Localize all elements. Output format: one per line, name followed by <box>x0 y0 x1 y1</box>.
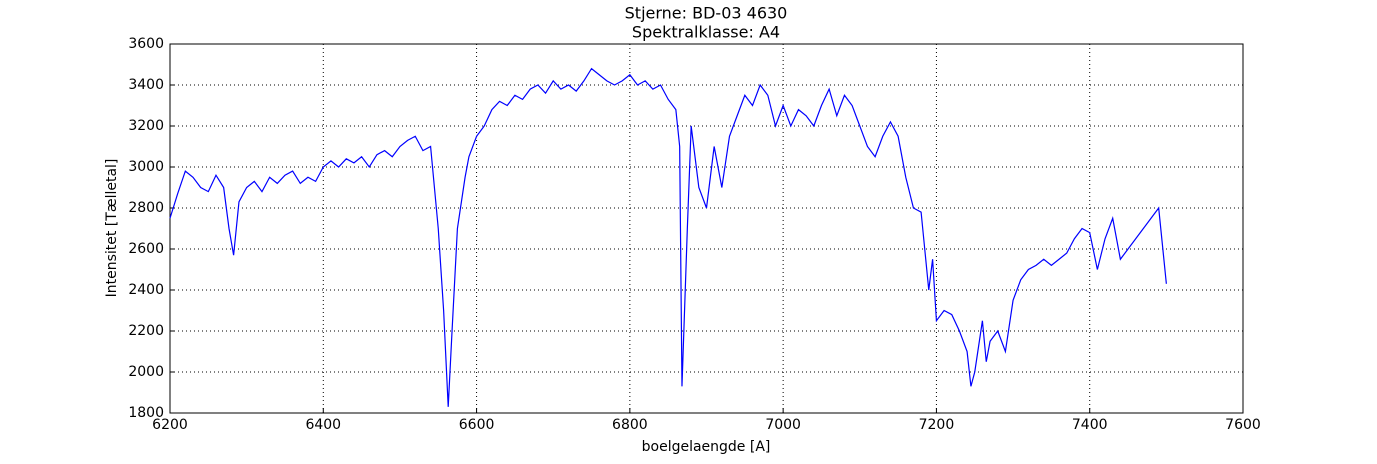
x-tick-label: 6800 <box>612 417 648 433</box>
x-tick-label: 7200 <box>919 417 955 433</box>
y-tick-label: 1800 <box>128 405 164 421</box>
x-axis-label: boelgelaengde [A] <box>642 439 771 455</box>
spectrum-line <box>169 67 1167 407</box>
y-tick-label: 2800 <box>128 200 164 216</box>
y-tick-label: 2200 <box>128 323 164 339</box>
x-tick-label: 7000 <box>765 417 801 433</box>
chart-subtitle: Spektralklasse: A4 <box>632 23 780 42</box>
x-tick-label: 7400 <box>1072 417 1108 433</box>
y-tick-label: 2600 <box>128 241 164 257</box>
x-tick-label: 6200 <box>152 417 188 433</box>
y-tick-label: 2400 <box>128 282 164 298</box>
y-tick-label: 2000 <box>128 364 164 380</box>
y-tick-label: 3400 <box>128 77 164 93</box>
y-tick-label: 3000 <box>128 159 164 175</box>
y-tick-label: 3200 <box>128 118 164 134</box>
x-tick-label: 6600 <box>459 417 495 433</box>
plot-frame <box>169 43 1244 414</box>
x-tick-label: 6400 <box>305 417 341 433</box>
y-axis-label: Intensitet [Tælletal] <box>104 159 120 298</box>
chart-title: Stjerne: BD-03 4630 <box>625 4 788 23</box>
y-tick-label: 3600 <box>128 36 164 52</box>
x-tick-label: 7600 <box>1225 417 1261 433</box>
